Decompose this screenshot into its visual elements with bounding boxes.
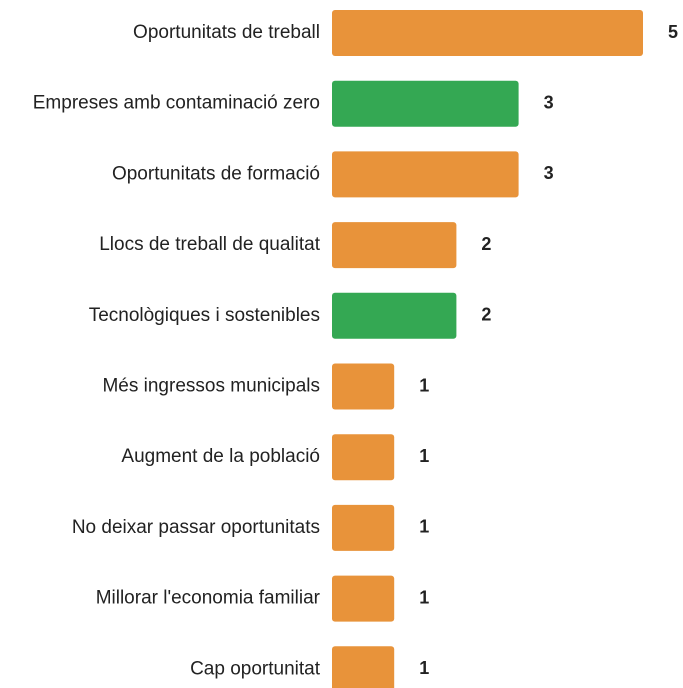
bar (332, 80, 519, 127)
category-label: Cap oportunitat (190, 658, 321, 679)
bar (332, 646, 395, 688)
category-label: Millorar l'economia familiar (96, 588, 321, 609)
value-label: 3 (544, 163, 554, 183)
value-label: 2 (481, 234, 491, 254)
bar (332, 504, 395, 551)
value-label: 1 (419, 375, 429, 395)
value-label: 1 (419, 446, 429, 466)
category-label: No deixar passar oportunitats (72, 517, 320, 538)
value-label: 3 (544, 92, 554, 112)
bar (332, 10, 643, 56)
bar (332, 575, 395, 622)
category-label: Més ingressos municipals (102, 376, 320, 397)
category-label: Llocs de treball de qualitat (99, 234, 320, 255)
value-label: 1 (419, 517, 429, 537)
category-label: Oportunitats de formació (112, 163, 320, 184)
category-label: Augment de la població (121, 446, 320, 467)
category-label: Oportunitats de treball (133, 22, 320, 43)
value-label: 1 (419, 587, 429, 607)
value-label: 1 (419, 658, 429, 678)
bar (332, 363, 395, 410)
bar (332, 434, 395, 481)
bar (332, 151, 519, 198)
value-label: 2 (481, 305, 491, 325)
category-label: Tecnològiques i sostenibles (89, 305, 320, 326)
category-label: Empreses amb contaminació zero (33, 93, 320, 114)
bar (332, 292, 457, 339)
bar (332, 222, 457, 269)
value-label: 5 (668, 22, 678, 42)
